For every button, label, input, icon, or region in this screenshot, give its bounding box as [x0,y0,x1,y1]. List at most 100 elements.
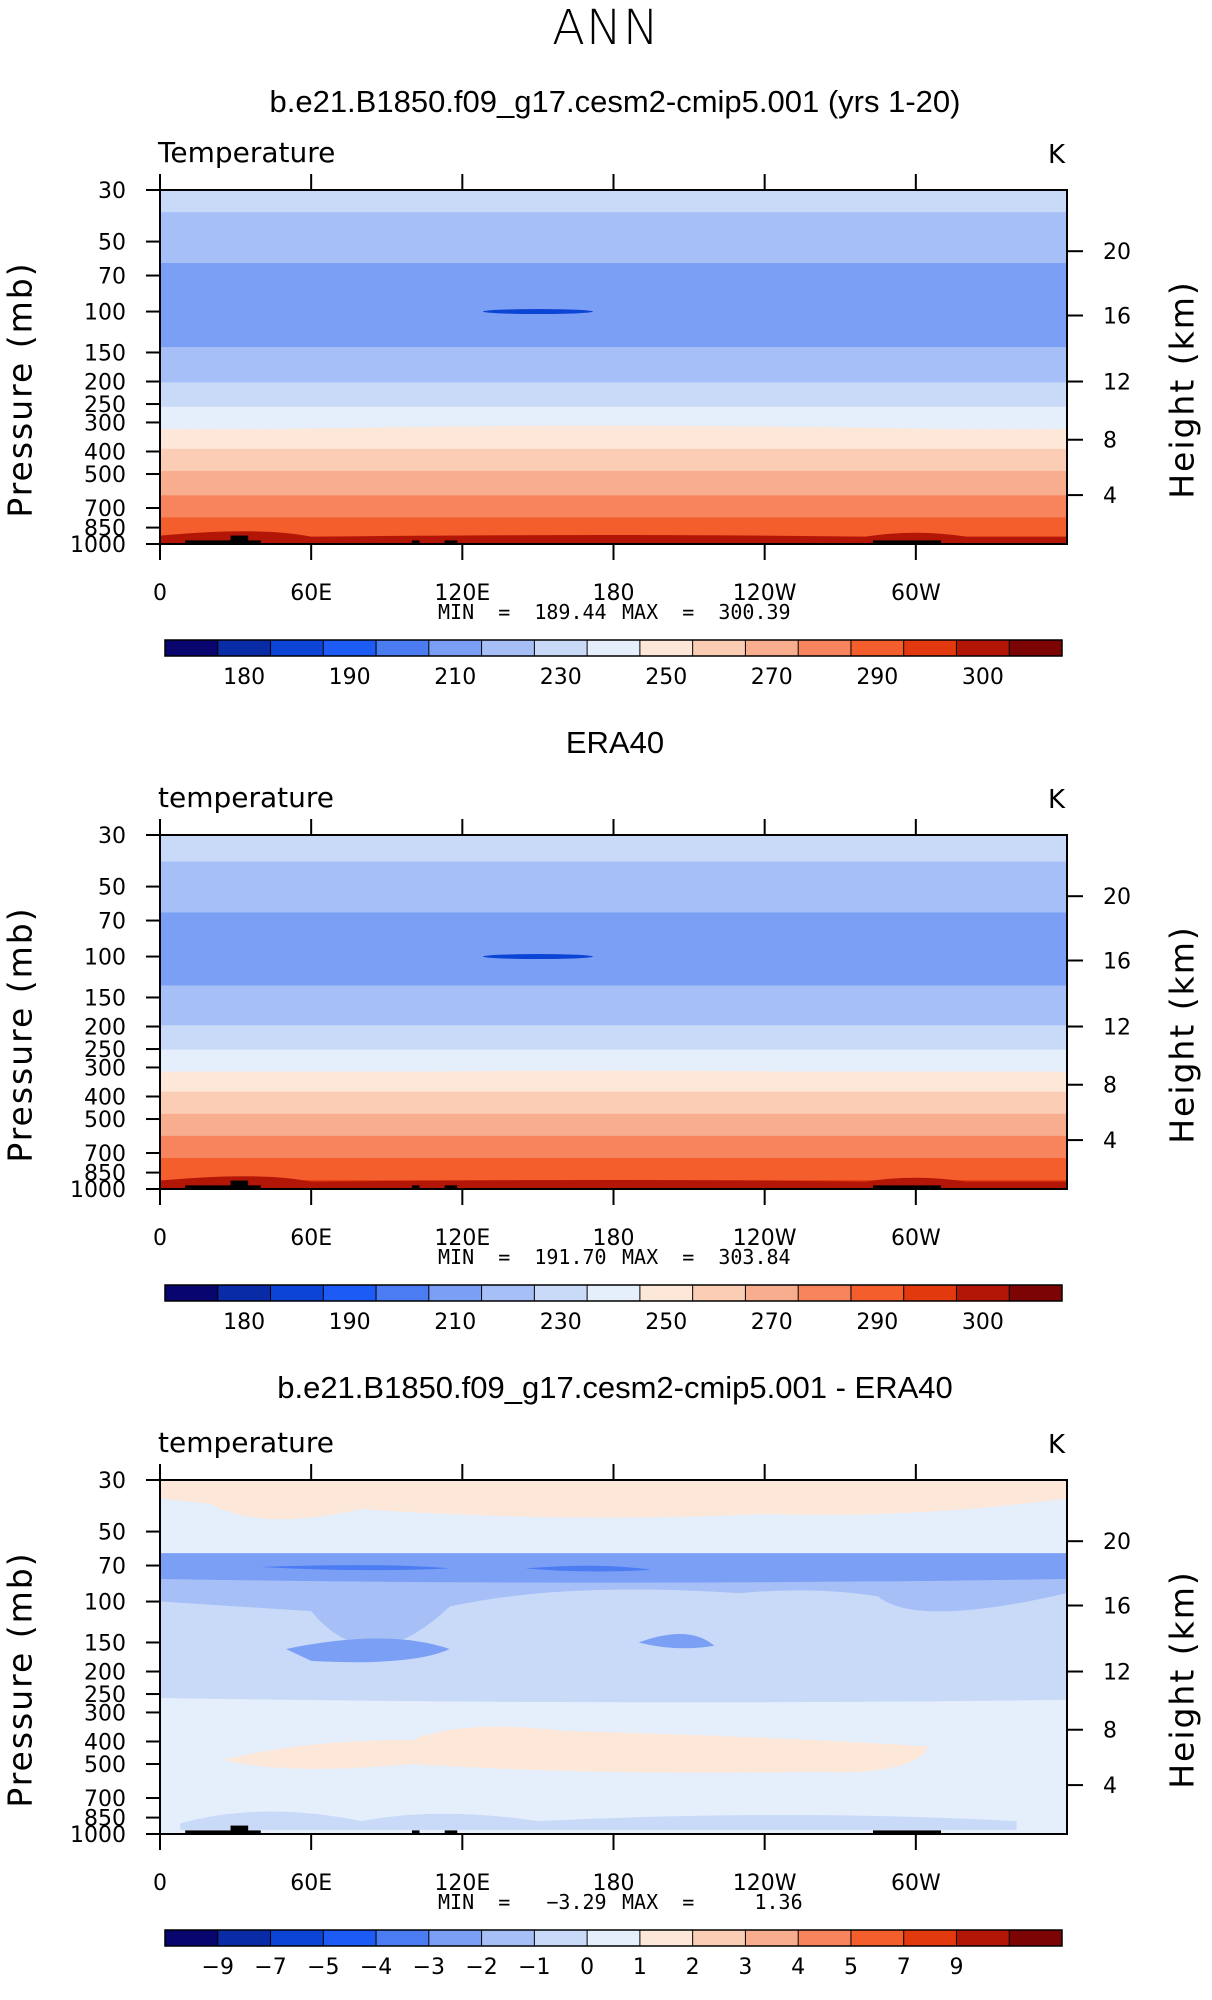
colorbar-label: 180 [223,665,265,690]
x-tick-label: 0 [153,1226,167,1251]
y2-tick-label: 4 [1103,1774,1117,1799]
colorbar-swatch [850,1930,905,1946]
contour-band [160,495,1067,518]
colorbar-label: 300 [962,1310,1004,1335]
colorbar-swatch [850,640,905,656]
colorbar-label: −5 [307,1955,339,1980]
colorbar-swatch [534,640,588,656]
y2-tick-label: 20 [1103,885,1131,910]
x-tick-label: 180 [593,1871,635,1896]
variable-label: temperature [158,1426,334,1459]
min-value-label: MIN = 191.70 [438,1245,607,1269]
y-tick-label: 500 [84,1108,126,1133]
colorbar-swatch [639,640,694,656]
y-tick-label: 150 [84,341,126,366]
y2-tick-label: 16 [1103,950,1131,975]
colorbar-swatch [165,1285,219,1301]
pressure-axis-title: Pressure (mb) [0,261,40,518]
x-tick-label: 0 [153,581,167,606]
x-tick-label: 60E [290,581,332,606]
x-tick-label: 60E [290,1871,332,1896]
max-value-label: MAX = 303.84 [622,1245,791,1269]
colorbar-swatch [1009,1285,1063,1301]
y-tick-label: 200 [84,1016,126,1041]
y2-tick-label: 16 [1103,305,1131,330]
colorbar-swatch [323,1930,377,1946]
contour-band [160,470,1067,496]
colorbar-label: 190 [329,1310,371,1335]
colorbar-swatch [323,640,377,656]
panel-title: b.e21.B1850.f09_g17.cesm2-cmip5.001 (yrs… [269,84,961,119]
y-tick-label: 250 [84,393,126,418]
y-tick-label: 700 [84,1142,126,1167]
colorbar-label: 7 [897,1955,911,1980]
y-tick-label: 200 [84,1661,126,1686]
x-tick-label: 180 [593,581,635,606]
y-tick-label: 700 [84,497,126,522]
terrain-mask [444,1185,458,1189]
panel-obs: 30 50 70 100 150 200 250 300 400 500 700 850 1000 20 1… [0,715,1212,1335]
y-tick-label: 300 [84,1701,126,1726]
y2-tick-label: 12 [1103,1016,1131,1041]
colorbar-swatch [587,640,641,656]
max-value-label: MAX = 1.36 [622,1890,803,1914]
colorbar-swatch [798,1930,852,1946]
contour-band [160,985,1067,1026]
colorbar-label: 3 [738,1955,752,1980]
colorbar-swatch [376,1285,430,1301]
colorbar-swatch [692,1285,746,1301]
contour-band [260,1565,450,1571]
y2-tick-label: 4 [1103,1129,1117,1154]
y-tick-label: 100 [84,1591,126,1616]
contour-band [160,382,1067,408]
contour-band [285,1638,450,1663]
colorbar-swatch [956,1930,1010,1946]
colorbar-swatch [1009,640,1063,656]
terrain-mask [185,1185,261,1189]
y2-tick-label: 20 [1103,1530,1131,1555]
x-tick-label: 0 [153,1871,167,1896]
contour-band [638,1634,715,1649]
panel-title: b.e21.B1850.f09_g17.cesm2-cmip5.001 - ER… [277,1370,953,1405]
colorbar-frame [164,1929,1063,1947]
colorbar-frame [164,1284,1063,1302]
colorbar-swatch [903,1285,957,1301]
y-tick-label: 850 [84,1807,126,1832]
y-tick-label: 50 [98,231,126,256]
colorbar-swatch [428,1930,483,1946]
contour-band [160,1480,1067,1520]
colorbar-swatch [481,640,535,656]
colorbar-label: 210 [434,665,476,690]
contour-plot: 3050701001502002503004005007008501000201… [70,1464,1131,1980]
contour-band [160,1158,1067,1181]
units-label: K [1048,1430,1066,1460]
colorbar-label: 230 [540,1310,582,1335]
colorbar-label: 300 [962,665,1004,690]
contour-band [160,347,1067,383]
y-tick-label: 150 [84,1631,126,1656]
contour-band [160,190,1067,213]
y-tick-label: 150 [84,986,126,1011]
colorbar-swatch [745,1285,799,1301]
colorbar-swatch [534,1285,588,1301]
colorbar-swatch [217,1285,272,1301]
y-tick-label: 1000 [70,1823,126,1848]
colorbar-label: 230 [540,665,582,690]
y-tick-label: 200 [84,371,126,396]
y-tick-label: 300 [84,411,126,436]
colorbar-label: 290 [856,1310,898,1335]
y2-tick-label: 8 [1103,1074,1117,1099]
y-tick-label: 300 [84,1056,126,1081]
colorbar-swatch [903,640,957,656]
colorbar-swatch [903,1930,957,1946]
colorbar-swatch [587,1930,641,1946]
colorbar-label: 0 [580,1955,594,1980]
colorbar-swatch [956,640,1010,656]
colorbar-label: 180 [223,1310,265,1335]
colorbar-swatch [956,1285,1010,1301]
colorbar-swatch [850,1285,905,1301]
contour-plot: 3050701001502002503004005007008501000201… [70,819,1131,1335]
figure-title: ANN [552,0,660,56]
colorbar-label: 9 [949,1955,963,1980]
y-tick-label: 30 [98,179,126,204]
